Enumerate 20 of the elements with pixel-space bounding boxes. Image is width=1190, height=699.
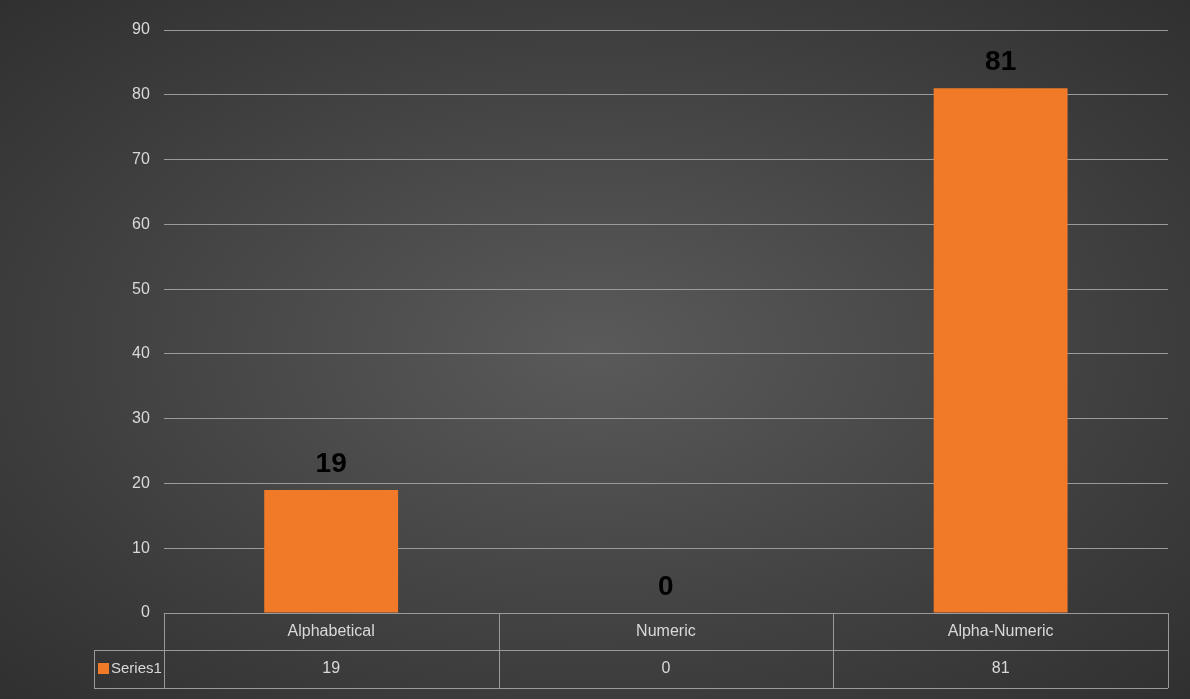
data-label: 0 bbox=[661, 659, 671, 677]
y-tick-label: 0 bbox=[140, 603, 150, 621]
y-tick-label: 20 bbox=[132, 473, 150, 491]
y-tick-label: 50 bbox=[132, 279, 150, 297]
x-tick-label: Alpha-Numeric bbox=[947, 621, 1054, 639]
data-label: 81 bbox=[991, 659, 1010, 677]
legend-label: Series1 bbox=[111, 659, 162, 677]
annotation: 0 bbox=[658, 569, 674, 601]
y-tick-label: 90 bbox=[132, 20, 150, 38]
y-tick-label: 60 bbox=[132, 214, 150, 232]
x-tick-label: Alphabetical bbox=[287, 621, 375, 639]
y-tick-label: 40 bbox=[132, 344, 150, 362]
annotation: 81 bbox=[985, 45, 1017, 77]
y-tick-label: 80 bbox=[132, 85, 150, 103]
data-label: 19 bbox=[322, 659, 341, 677]
y-tick-label: 30 bbox=[132, 409, 150, 427]
y-tick-label: 10 bbox=[132, 538, 150, 556]
annotation: 19 bbox=[315, 446, 347, 478]
y-tick-label: 70 bbox=[132, 149, 150, 167]
x-tick-label: Numeric bbox=[636, 621, 696, 639]
